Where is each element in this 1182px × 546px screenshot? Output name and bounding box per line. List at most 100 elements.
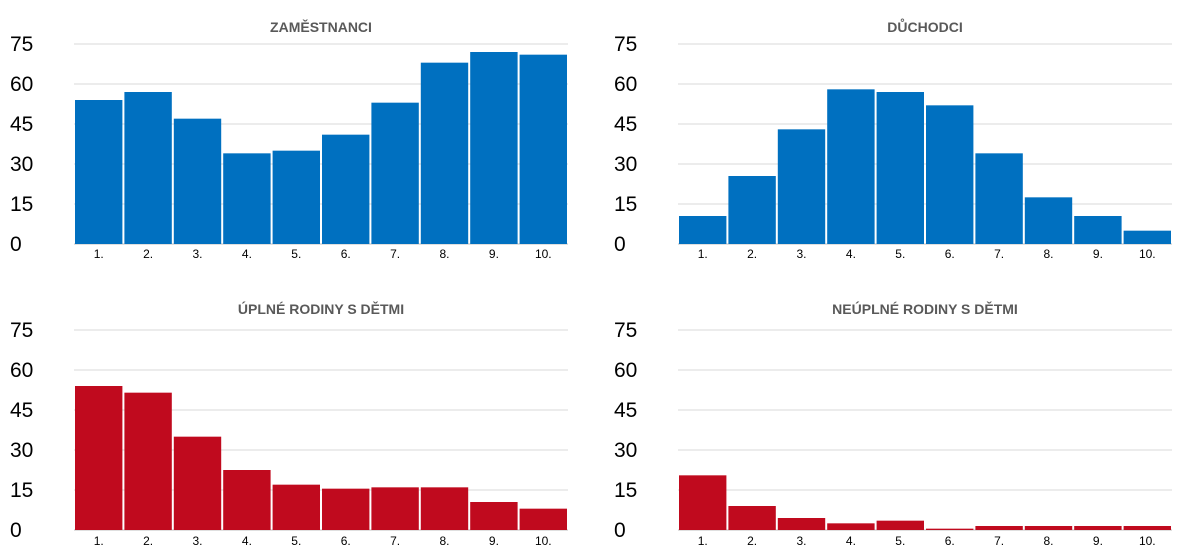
bar-6: [926, 105, 974, 244]
x-tick-label: 3.: [796, 534, 806, 546]
x-tick-label: 4.: [242, 534, 252, 546]
y-tick-label: 0: [614, 519, 626, 542]
bar-4: [827, 89, 875, 244]
bar-1: [679, 475, 727, 530]
x-tick-label: 2.: [143, 534, 153, 546]
x-tick-label: 7.: [390, 534, 400, 546]
bar-9: [470, 52, 518, 244]
y-tick-label: 0: [10, 519, 22, 542]
x-tick-label: 6.: [945, 247, 955, 261]
x-tick-label: 6.: [341, 247, 351, 261]
x-tick-label: 10.: [1139, 247, 1156, 261]
y-tick-label: 75: [614, 33, 637, 56]
bar-3: [173, 118, 222, 244]
bar-7: [371, 102, 419, 245]
bar-2: [124, 392, 172, 530]
bar-3: [173, 436, 222, 530]
bar-5: [876, 92, 924, 244]
bar-10: [1123, 526, 1171, 530]
x-tick-label: 9.: [489, 534, 499, 546]
x-tick-label: 1.: [698, 247, 708, 261]
chart-duchodci: DŮCHODCI 0 15 30 45 60 75 1. 2. 3. 4. 5. 6. 7. 8. 9. 10.: [614, 17, 1172, 261]
y-tick-label: 30: [614, 439, 637, 462]
bar-6: [926, 528, 974, 530]
bar-3: [777, 129, 826, 244]
y-tick-label: 60: [614, 359, 637, 382]
chart-zamestnanci: ZAMĚSTNANCI 0 15 30 45 60 75 1. 2. 3. 4. 5. 6. 7. 8. 9.…: [10, 18, 568, 261]
bar-8: [1024, 526, 1073, 530]
y-tick-label: 60: [10, 73, 33, 96]
x-tick-label: 3.: [192, 247, 202, 261]
chart-uplne-rodiny-s-detmi: ÚPLNÉ RODINY S DĚTMI 0 15 30 45 60 75 1. 2. 3. 4. 5…: [10, 300, 568, 546]
x-tick-label: 5.: [895, 534, 905, 546]
y-tick-label: 75: [614, 319, 637, 342]
x-tick-label: 10.: [1139, 534, 1156, 546]
y-tick-label: 15: [10, 479, 33, 502]
x-tick-label: 7.: [390, 247, 400, 261]
x-tick-label: 8.: [439, 247, 449, 261]
x-tick-label: 3.: [796, 247, 806, 261]
x-tick-label: 1.: [94, 534, 104, 546]
bar-5: [272, 484, 320, 530]
x-tick-label: 4.: [846, 247, 856, 261]
chart-title: NEÚPLNÉ RODINY S DĚTMI: [832, 300, 1018, 317]
x-tick-label: 5.: [291, 534, 301, 546]
bar-8: [420, 487, 469, 530]
chart-title: ÚPLNÉ RODINY S DĚTMI: [238, 300, 404, 317]
bar-1: [75, 386, 123, 530]
bar-10: [519, 54, 567, 244]
chart-title: DŮCHODCI: [887, 17, 962, 35]
x-tick-label: 10.: [535, 534, 552, 546]
x-tick-label: 2.: [747, 534, 757, 546]
x-tick-label: 8.: [1043, 247, 1053, 261]
y-tick-label: 45: [10, 399, 33, 422]
y-tick-label: 30: [10, 153, 33, 176]
bar-3: [777, 518, 826, 530]
x-tick-label: 7.: [994, 247, 1004, 261]
y-tick-label: 0: [10, 233, 22, 256]
x-tick-label: 8.: [439, 534, 449, 546]
bar-4: [827, 523, 875, 530]
x-tick-label: 9.: [489, 247, 499, 261]
y-tick-label: 45: [10, 113, 33, 136]
x-tick-label: 6.: [945, 534, 955, 546]
x-tick-label: 4.: [242, 247, 252, 261]
chart-title: ZAMĚSTNANCI: [270, 18, 372, 35]
bar-8: [420, 62, 469, 244]
bar-6: [322, 488, 370, 530]
bar-4: [223, 470, 271, 530]
bar-7: [975, 526, 1023, 530]
bar-2: [124, 92, 172, 244]
bar-5: [272, 150, 320, 244]
x-tick-label: 9.: [1093, 247, 1103, 261]
x-tick-label: 7.: [994, 534, 1004, 546]
bar-4: [223, 153, 271, 244]
y-tick-label: 30: [10, 439, 33, 462]
bar-8: [1024, 197, 1073, 244]
y-tick-label: 45: [614, 113, 637, 136]
y-tick-label: 15: [614, 479, 637, 502]
y-tick-label: 15: [614, 193, 637, 216]
chart-neuplne-rodiny-s-detmi: NEÚPLNÉ RODINY S DĚTMI 0 15 30 45 60 75 1. 2. 3. 4…: [614, 300, 1172, 546]
bar-5: [876, 520, 924, 530]
bar-7: [371, 487, 419, 530]
bar-10: [1123, 230, 1171, 244]
bar-2: [728, 176, 776, 244]
x-tick-label: 10.: [535, 247, 552, 261]
bar-7: [975, 153, 1023, 244]
bar-9: [1074, 526, 1122, 530]
y-tick-label: 60: [614, 73, 637, 96]
x-tick-label: 5.: [895, 247, 905, 261]
x-tick-label: 5.: [291, 247, 301, 261]
x-tick-label: 6.: [341, 534, 351, 546]
bar-9: [470, 502, 518, 530]
y-tick-label: 45: [614, 399, 637, 422]
x-tick-label: 9.: [1093, 534, 1103, 546]
x-tick-label: 8.: [1043, 534, 1053, 546]
x-tick-label: 1.: [698, 534, 708, 546]
bar-2: [728, 506, 776, 530]
x-tick-label: 1.: [94, 247, 104, 261]
y-tick-label: 15: [10, 193, 33, 216]
